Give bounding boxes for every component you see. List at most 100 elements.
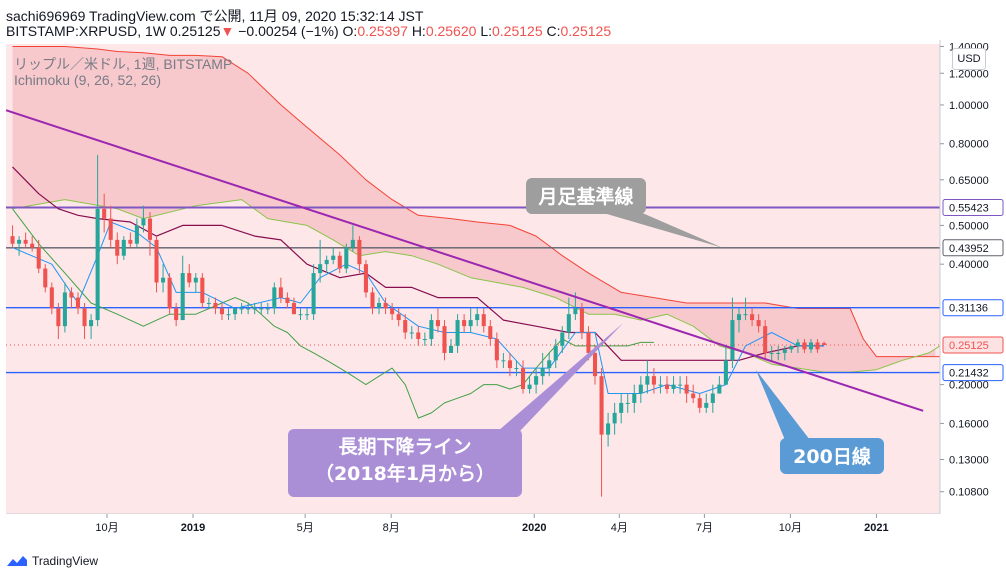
candle-body	[449, 345, 454, 353]
publish-info: sachi696969 TradingView.com で公開, 11月 09,…	[6, 8, 424, 24]
candle	[736, 308, 742, 333]
candle	[259, 302, 264, 315]
candle-body	[43, 268, 48, 288]
time-tick-label: 2020	[522, 522, 546, 534]
candle-body	[625, 402, 630, 404]
candle	[442, 320, 447, 361]
callout-box	[526, 178, 646, 214]
candle	[331, 247, 336, 265]
candle	[520, 360, 526, 394]
candle-body	[776, 352, 781, 354]
candle-body	[664, 384, 670, 390]
currency-button[interactable]: USD	[952, 48, 986, 70]
time-tick-label: 8月	[383, 522, 400, 534]
candle	[579, 302, 584, 340]
candle	[134, 218, 139, 248]
candle-body	[822, 343, 827, 345]
candle	[272, 282, 277, 315]
price-badge-label: 0.25125	[949, 340, 989, 352]
price-badge-label: 0.21432	[949, 368, 989, 380]
candle	[697, 393, 702, 413]
candle-body	[219, 308, 224, 315]
change-value: −0.00254 (−1%)	[238, 23, 339, 39]
candle	[115, 232, 120, 265]
time-tick-label: 10月	[779, 522, 802, 534]
time-tick-label: 4月	[611, 522, 628, 534]
candle-body	[704, 402, 709, 408]
candle	[802, 339, 807, 353]
candle-body	[468, 320, 473, 327]
candle	[691, 384, 696, 403]
candle-body	[429, 320, 434, 340]
candle	[324, 255, 329, 274]
candle	[23, 232, 28, 248]
candle-body	[678, 384, 683, 386]
candle	[534, 368, 539, 394]
candle	[730, 297, 735, 369]
senkou-span-a-line	[12, 199, 940, 373]
callout-text: 長期下降ライン	[338, 435, 471, 458]
long-term-trendline	[6, 109, 924, 412]
candle	[507, 352, 512, 377]
candle-body	[49, 287, 54, 309]
candle	[167, 273, 172, 315]
ichimoku-cloud	[12, 46, 936, 373]
candle	[213, 297, 218, 315]
candle	[193, 273, 198, 293]
candle	[782, 345, 787, 361]
candle	[822, 341, 827, 345]
candle-body	[514, 368, 519, 370]
candle	[311, 264, 316, 321]
candle	[435, 308, 440, 333]
candle	[226, 308, 231, 321]
price-badge-blue	[942, 364, 1004, 382]
candle-body	[691, 393, 696, 399]
candle-body	[723, 360, 728, 385]
candle	[75, 292, 81, 315]
candle-body	[311, 273, 316, 315]
candle-body	[193, 277, 198, 283]
series-legend[interactable]: リップル／米ドル, 1週, BITSTAMP	[14, 56, 233, 72]
candle-body	[606, 423, 611, 435]
candle	[108, 205, 113, 248]
candle	[612, 402, 617, 435]
candle	[265, 302, 270, 315]
candle-body	[278, 287, 283, 298]
candle-body	[161, 277, 166, 283]
candle-body	[566, 314, 571, 333]
candle-body	[560, 332, 565, 346]
senkou-span-b-line	[12, 46, 940, 358]
low-value: 0.25125	[492, 23, 543, 39]
candle	[252, 302, 257, 315]
candle	[363, 259, 368, 298]
candle-body	[337, 255, 342, 269]
candle-body	[671, 384, 676, 390]
candle-body	[697, 398, 702, 408]
candle	[808, 339, 814, 353]
indicator-legend[interactable]: Ichimoku (9, 26, 52, 26)	[14, 72, 162, 88]
footer-brand[interactable]: TradingView	[6, 550, 98, 572]
candle-body	[494, 339, 499, 361]
close-value: 0.25125	[560, 23, 612, 39]
candle	[396, 308, 401, 327]
candle	[82, 302, 87, 340]
candle-body	[750, 314, 755, 321]
candle-body	[815, 342, 820, 350]
candle-body	[442, 326, 447, 353]
candle	[337, 251, 342, 274]
candle-body	[324, 259, 329, 265]
candle	[671, 376, 676, 394]
candle-body	[75, 297, 81, 309]
candle	[494, 332, 499, 369]
candle	[455, 314, 460, 353]
candle	[291, 297, 296, 315]
candle	[344, 243, 349, 274]
candle-body	[507, 360, 512, 369]
candle-body	[298, 314, 303, 316]
price-tick-label: 0.20000	[949, 380, 989, 392]
candle	[514, 360, 519, 377]
candle-body	[23, 239, 28, 244]
candle-body	[409, 332, 414, 334]
candle-body	[115, 239, 120, 256]
candle-body	[121, 239, 126, 256]
